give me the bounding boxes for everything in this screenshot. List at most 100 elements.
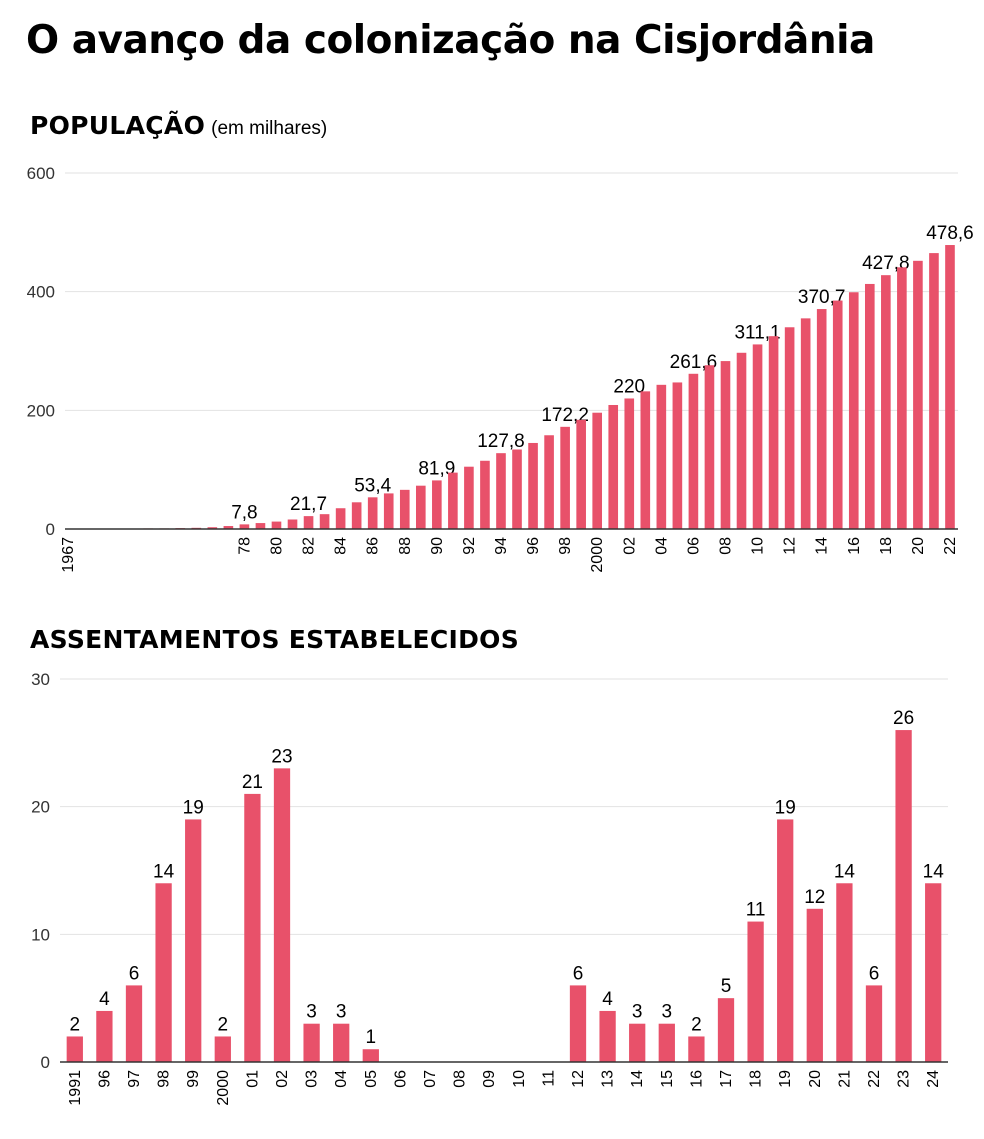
x-tick-label: 19: [777, 1070, 794, 1088]
x-tick-label: 12: [782, 537, 799, 555]
bar: [747, 921, 764, 1062]
bar: [608, 404, 619, 529]
x-tick-label: 10: [750, 537, 767, 555]
bar: [512, 449, 522, 529]
bar: [806, 908, 823, 1062]
bar: [784, 327, 795, 529]
x-tick-label: 16: [846, 537, 863, 555]
bar: [335, 508, 346, 529]
bar: [415, 485, 426, 529]
bar: [848, 292, 859, 529]
bar: [528, 442, 538, 529]
settlements-chart-heading: ASSENTAMENTOS ESTABELECIDOS: [30, 625, 519, 654]
x-tick-label: 13: [600, 1070, 617, 1088]
bar: [303, 516, 314, 529]
x-tick-label: 23: [896, 1070, 913, 1088]
data-label: 2: [691, 1014, 702, 1035]
data-label: 81,9: [418, 458, 455, 479]
data-label: 26: [893, 708, 914, 729]
y-tick-label: 10: [31, 925, 50, 944]
data-label: 478,6: [926, 223, 974, 244]
population-chart-heading: POPULAÇÃO (em milhares): [30, 111, 327, 140]
x-tick-label: 12: [570, 1070, 587, 1088]
bar: [897, 267, 907, 529]
x-tick-label: 10: [511, 1070, 528, 1088]
bar: [865, 985, 883, 1062]
data-label: 2: [218, 1014, 229, 1035]
bar: [881, 275, 891, 529]
bar: [576, 419, 586, 529]
y-tick-label: 200: [27, 401, 55, 420]
x-tick-label: 24: [925, 1070, 942, 1088]
data-label: 2: [70, 1014, 81, 1035]
bar: [569, 985, 587, 1062]
bar: [720, 361, 731, 529]
bar: [704, 365, 715, 529]
y-tick-label: 600: [27, 164, 55, 183]
bar: [399, 489, 410, 529]
x-tick-label: 16: [688, 1070, 705, 1088]
x-tick-label: 09: [481, 1070, 498, 1088]
x-tick-label: 06: [685, 537, 702, 555]
x-tick-label: 90: [429, 537, 446, 555]
bar: [496, 453, 506, 529]
x-tick-label: 06: [392, 1070, 409, 1088]
x-tick-label: 1991: [67, 1070, 84, 1106]
x-tick-label: 82: [301, 537, 318, 555]
population-chart-title: POPULAÇÃO: [30, 111, 206, 140]
bar: [672, 382, 683, 529]
data-label: 3: [632, 1002, 643, 1023]
data-label: 3: [306, 1002, 317, 1023]
x-tick-label: 14: [814, 537, 831, 555]
data-label: 53,4: [354, 475, 391, 496]
x-tick-label: 80: [268, 537, 285, 555]
data-label: 3: [336, 1002, 347, 1023]
bar: [717, 998, 735, 1062]
x-tick-label: 2000: [215, 1070, 232, 1106]
bar: [464, 466, 474, 529]
bar: [367, 497, 378, 529]
data-label: 4: [99, 989, 110, 1010]
bar: [207, 527, 218, 529]
x-tick-label: 88: [397, 537, 414, 555]
x-tick-label: 21: [836, 1070, 853, 1088]
bar: [244, 793, 261, 1062]
bar: [333, 1023, 350, 1062]
x-tick-label: 20: [910, 537, 927, 555]
data-label: 127,8: [477, 431, 525, 452]
x-tick-label: 04: [653, 537, 670, 555]
x-tick-label: 98: [156, 1070, 173, 1088]
bar: [303, 1023, 320, 1062]
bar: [832, 300, 843, 529]
x-tick-label: 84: [333, 537, 350, 555]
bar: [155, 883, 172, 1062]
x-tick-label: 78: [236, 537, 253, 555]
bar: [640, 391, 651, 529]
settlements-chart-title: ASSENTAMENTOS ESTABELECIDOS: [30, 625, 520, 654]
data-label: 11: [746, 900, 766, 921]
bar: [287, 519, 298, 529]
x-tick-label: 97: [126, 1070, 143, 1088]
x-tick-label: 04: [333, 1070, 350, 1088]
data-label: 23: [271, 746, 292, 767]
x-tick-label: 08: [717, 537, 734, 555]
x-tick-label: 15: [659, 1070, 676, 1088]
y-tick-label: 30: [31, 670, 50, 689]
bar: [913, 260, 923, 529]
bar: [351, 502, 362, 529]
x-tick-label: 1967: [60, 537, 77, 573]
data-label: 6: [869, 963, 880, 984]
y-tick-label: 20: [31, 798, 50, 817]
population-chart-subtitle: (em milhares): [211, 118, 328, 139]
data-label: 6: [129, 963, 140, 984]
bar: [319, 514, 330, 529]
bar: [895, 730, 912, 1062]
x-tick-label: 20: [807, 1070, 824, 1088]
x-tick-label: 18: [748, 1070, 765, 1088]
bar: [480, 460, 490, 529]
page-title: O avanço da colonização na Cisjordânia: [26, 18, 875, 63]
data-label: 14: [834, 861, 856, 882]
bar: [629, 1023, 646, 1062]
bar: [768, 336, 779, 529]
